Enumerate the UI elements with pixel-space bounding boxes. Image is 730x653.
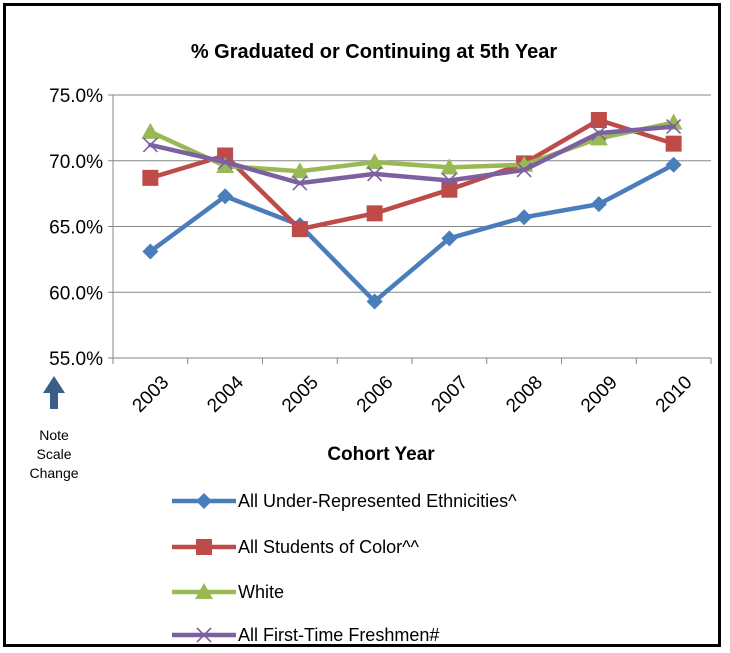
- data-point: [141, 122, 160, 139]
- data-point: [665, 156, 682, 173]
- data-point: [441, 172, 457, 189]
- chart-title: % Graduated or Continuing at 5th Year: [191, 41, 558, 63]
- y-axis-ticks: 55.0% 60.0% 65.0% 70.0% 75.0%: [49, 86, 113, 370]
- chart-frame: % Graduated or Continuing at 5th Year 55…: [3, 3, 721, 647]
- data-point: [590, 111, 607, 128]
- series-line: [148, 162, 676, 304]
- series-lines: [141, 111, 683, 310]
- legend-marker: [196, 627, 212, 643]
- data-point: [367, 166, 383, 182]
- legend-item: White: [172, 582, 284, 602]
- legend-marker: [196, 539, 212, 555]
- data-point: [217, 188, 234, 205]
- data-point: [366, 293, 383, 310]
- x-tick-label: 2007: [428, 372, 473, 417]
- legend: All Under-Represented Ethnicities^ All St…: [172, 491, 517, 644]
- note-line-3: Change: [29, 465, 78, 481]
- data-point: [440, 158, 459, 175]
- data-point: [589, 129, 608, 146]
- x-tick-label: 2005: [278, 372, 323, 417]
- note-line-1: Note: [39, 427, 69, 443]
- note-line-2: Scale: [36, 446, 71, 462]
- data-point: [292, 175, 308, 191]
- y-tick-label: 75.0%: [49, 86, 103, 107]
- legend-marker: [196, 493, 212, 509]
- data-point: [216, 157, 235, 174]
- y-tick-label: 55.0%: [49, 349, 103, 370]
- data-point: [441, 230, 458, 247]
- scale-change-note: Note Scale Change: [29, 376, 79, 481]
- data-point: [142, 169, 159, 186]
- x-tick-label: 2003: [129, 372, 174, 417]
- up-arrow-icon: [43, 376, 65, 409]
- line-chart: % Graduated or Continuing at 5th Year 55…: [29, 41, 712, 644]
- data-point: [366, 205, 383, 222]
- series-line: [148, 124, 676, 186]
- legend-marker: [195, 583, 213, 599]
- data-point: [441, 181, 458, 198]
- data-point: [590, 196, 607, 213]
- data-point: [666, 118, 682, 135]
- y-tick-label: 65.0%: [49, 218, 103, 239]
- legend-label: All First-Time Freshmen#: [238, 625, 439, 644]
- legend-label: All Under-Represented Ethnicities^: [238, 491, 517, 511]
- data-point: [516, 209, 533, 226]
- x-tick-label: 2004: [203, 372, 248, 417]
- legend-label: White: [238, 582, 284, 602]
- y-tick-label: 60.0%: [49, 283, 103, 304]
- x-axis-ticks: 2003 2004 2005 2006 2007 2008 2009 2010: [112, 358, 712, 417]
- legend-item: All First-Time Freshmen#: [172, 625, 439, 644]
- x-tick-label: 2006: [353, 372, 398, 417]
- x-tick-label: 2009: [577, 372, 622, 417]
- x-tick-label: 2008: [502, 372, 547, 417]
- x-tick-label: 2010: [652, 372, 697, 417]
- data-point: [142, 243, 159, 260]
- data-point: [142, 137, 158, 153]
- series-1: [142, 156, 682, 310]
- data-point: [516, 162, 532, 178]
- data-point: [291, 221, 308, 238]
- data-point: [365, 153, 384, 170]
- data-point: [665, 135, 682, 152]
- legend-item: All Under-Represented Ethnicities^: [172, 491, 517, 511]
- data-point: [591, 125, 607, 141]
- data-point: [290, 162, 309, 179]
- series-4: [142, 118, 682, 191]
- legend-item: All Students of Color^^: [172, 537, 420, 557]
- y-tick-label: 70.0%: [49, 152, 103, 173]
- legend-label: All Students of Color^^: [238, 537, 420, 557]
- data-point: [217, 154, 233, 170]
- x-axis-title: Cohort Year: [327, 444, 435, 465]
